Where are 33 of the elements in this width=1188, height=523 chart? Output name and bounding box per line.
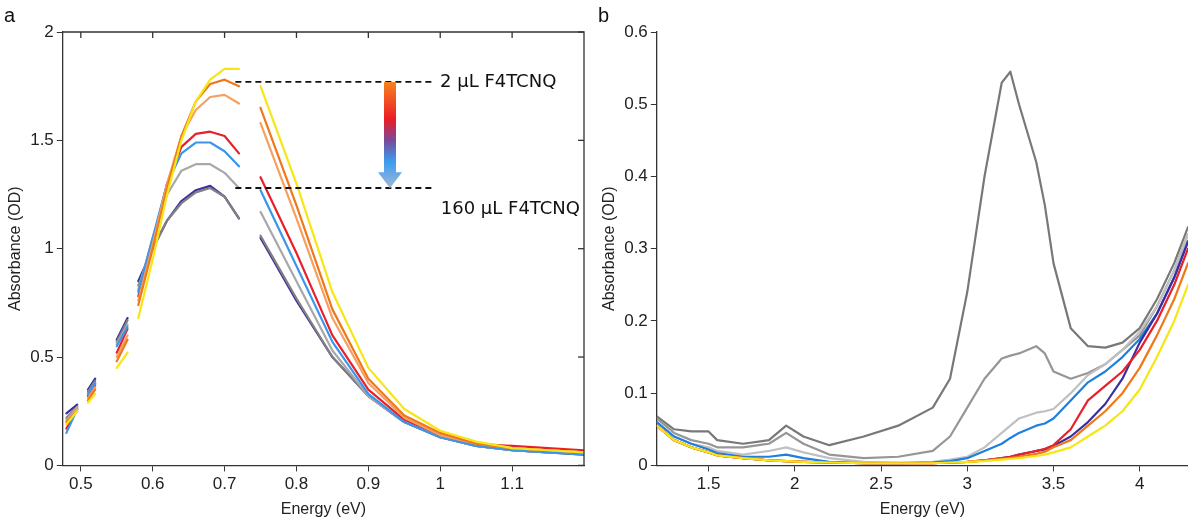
annotation: 160 μL F4TCNQ bbox=[440, 196, 580, 218]
y-tick-label: 0.1 bbox=[624, 382, 648, 402]
y-tick-label: 0.5 bbox=[30, 346, 54, 366]
y-tick-label: 0 bbox=[638, 455, 648, 475]
y-tick-label: 1.5 bbox=[30, 130, 54, 150]
x-tick-label: 0.7 bbox=[212, 474, 237, 494]
x-tick-label: 0.9 bbox=[356, 474, 381, 494]
x-tick-label: 0.6 bbox=[140, 474, 165, 494]
x-tick-label: 3 bbox=[962, 474, 972, 494]
y-tick-label: 1 bbox=[44, 238, 54, 258]
x-tick-label: 0.5 bbox=[68, 474, 93, 494]
x-tick-label: 4 bbox=[1134, 474, 1145, 494]
x-tick-label: 2 bbox=[790, 474, 800, 494]
y-axis-title: Absorbance (OD) bbox=[6, 186, 24, 311]
x-axis-title: Energy (eV) bbox=[879, 499, 966, 517]
annotation: 2 μL F4TCNQ bbox=[440, 69, 557, 91]
x-tick-label: 2.5 bbox=[869, 474, 893, 494]
y-tick-label: 0 bbox=[44, 455, 54, 475]
y-tick-label: 0.3 bbox=[624, 238, 648, 258]
y-tick-label: 0.6 bbox=[624, 21, 648, 41]
chart-title: b bbox=[598, 3, 610, 26]
y-tick-label: 2 bbox=[44, 21, 54, 41]
y-axis-title: Absorbance (OD) bbox=[600, 186, 618, 311]
x-axis-title: Energy (eV) bbox=[280, 499, 367, 517]
x-tick-label: 3.5 bbox=[1041, 474, 1066, 494]
x-tick-label: 1.1 bbox=[500, 474, 524, 494]
y-tick-label: 0.2 bbox=[624, 310, 648, 330]
x-tick-label: 1.5 bbox=[696, 474, 721, 494]
x-tick-label: 0.8 bbox=[284, 474, 309, 494]
chart-title: a bbox=[4, 3, 16, 26]
y-tick-label: 0.4 bbox=[624, 166, 648, 186]
y-tick-label: 0.5 bbox=[624, 93, 648, 113]
x-tick-label: 1 bbox=[435, 474, 445, 494]
